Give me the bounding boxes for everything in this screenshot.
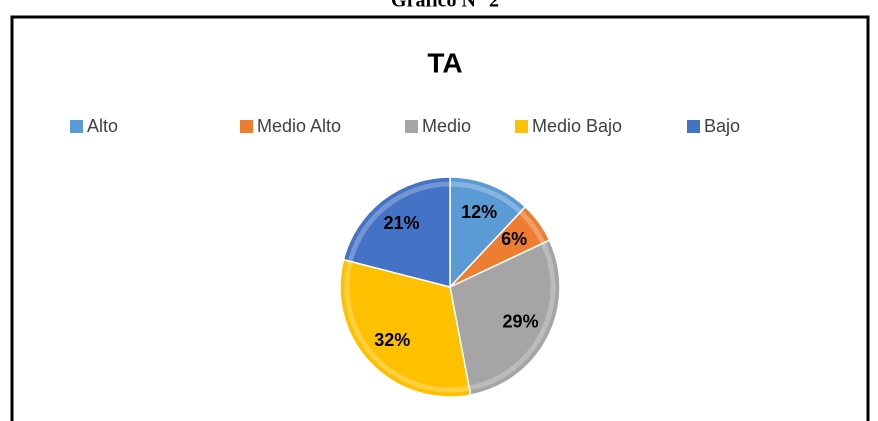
data-label: 21% [383, 213, 419, 233]
data-label: 12% [461, 202, 497, 222]
legend-label: Bajo [704, 116, 740, 136]
legend-label: Medio [422, 116, 471, 136]
frame [10, 15, 870, 421]
data-label: 32% [374, 330, 410, 350]
legend-swatch [240, 120, 253, 133]
slice-highlight [518, 210, 546, 245]
legend-label: Alto [87, 116, 118, 136]
heading: Gráfico N° 2 [391, 0, 499, 12]
slice-highlight [449, 181, 523, 214]
pie-slice [339, 258, 472, 398]
legend-swatch [70, 120, 83, 133]
legend-swatch [687, 120, 700, 133]
data-label: 6% [501, 229, 527, 249]
pie-slice [342, 176, 451, 288]
legend-label: Medio Alto [257, 116, 341, 136]
legend-label: Medio Bajo [532, 116, 622, 136]
slice-highlight [347, 181, 451, 263]
legend-swatch [515, 120, 528, 133]
pie-slice [449, 176, 527, 289]
slice-highlight [344, 260, 470, 393]
legend-swatch [405, 120, 418, 133]
pie-slice [449, 239, 561, 396]
chart-title: TA [427, 47, 462, 78]
data-label: 29% [503, 312, 539, 332]
slice-highlight [468, 242, 556, 391]
